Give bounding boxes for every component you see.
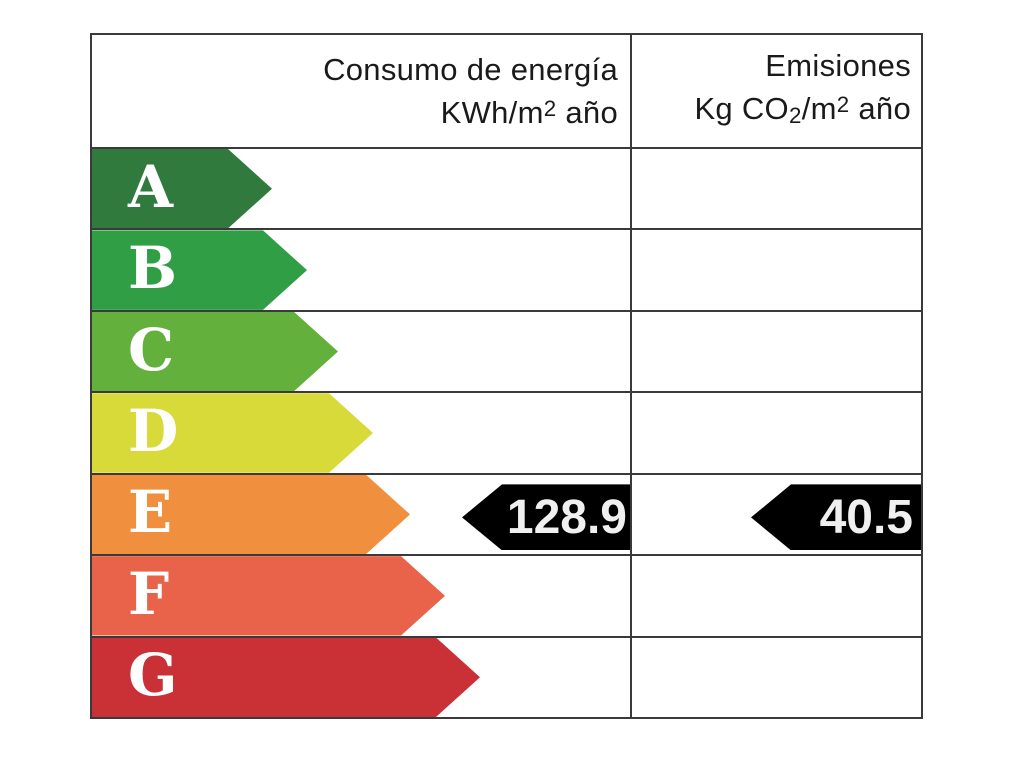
rating-letter: E	[128, 478, 173, 547]
rating-arrow: F	[92, 556, 445, 635]
consumo-cell: E 128.9	[92, 475, 630, 554]
consumo-superscript: 2	[543, 95, 557, 121]
energy-rating-table: Consumo de energía KWh/m2 año Emisiones …	[90, 33, 923, 719]
rating-arrow: C	[92, 312, 338, 391]
consumo-value-arrow: 128.9	[462, 484, 630, 551]
rating-row: D	[92, 393, 921, 475]
header-emisiones-line2: Kg CO2/m2 año	[694, 91, 911, 129]
rating-row: E 128.9 40.5	[92, 474, 921, 557]
consumo-value: 128.9	[506, 490, 627, 544]
rating-arrow: G	[92, 638, 480, 717]
emisiones-superscript: 2	[836, 92, 850, 118]
header-consumo-line1: Consumo de energía	[323, 51, 618, 87]
rating-arrow: A	[92, 149, 272, 228]
emisiones-cell	[630, 556, 921, 636]
rating-letter: A	[128, 152, 174, 221]
rating-letter: F	[128, 559, 170, 628]
consumo-cell: F	[92, 556, 630, 635]
rating-letter: D	[128, 396, 179, 465]
consumo-cell: A	[92, 149, 630, 228]
rating-row: G	[92, 637, 921, 717]
emisiones-value: 40.5	[819, 490, 913, 544]
emisiones-cell	[630, 393, 921, 473]
rating-letter: G	[128, 641, 178, 710]
rating-row: A	[92, 149, 921, 231]
rating-arrow: B	[92, 230, 307, 309]
consumo-cell: D	[92, 393, 630, 472]
emisiones-cell	[630, 230, 921, 310]
header-consumo-cell: Consumo de energía KWh/m2 año	[92, 35, 630, 147]
header-emisiones-cell: Emisiones Kg CO2/m2 año	[630, 35, 921, 147]
emisiones-cell	[630, 311, 921, 392]
rating-letter: C	[128, 315, 175, 384]
co2-subscript: 2	[788, 103, 802, 129]
rating-letter: B	[128, 234, 178, 303]
rating-arrow: D	[92, 393, 373, 472]
emisiones-value-arrow: 40.5	[751, 484, 921, 551]
rating-arrow: E	[92, 475, 410, 554]
header-consumo-line2: KWh/m2 año	[440, 95, 618, 131]
emisiones-cell: 40.5	[630, 474, 921, 555]
consumo-cell: C	[92, 312, 630, 391]
consumo-cell: G	[92, 638, 630, 717]
consumo-cell: B	[92, 230, 630, 309]
rating-row: C	[92, 311, 921, 394]
emisiones-cell	[630, 637, 921, 717]
header-row: Consumo de energía KWh/m2 año Emisiones …	[92, 35, 921, 149]
header-emisiones-line1: Emisiones	[765, 48, 911, 84]
rating-row: F	[92, 556, 921, 638]
emisiones-cell	[630, 149, 921, 229]
rating-row: B	[92, 230, 921, 312]
